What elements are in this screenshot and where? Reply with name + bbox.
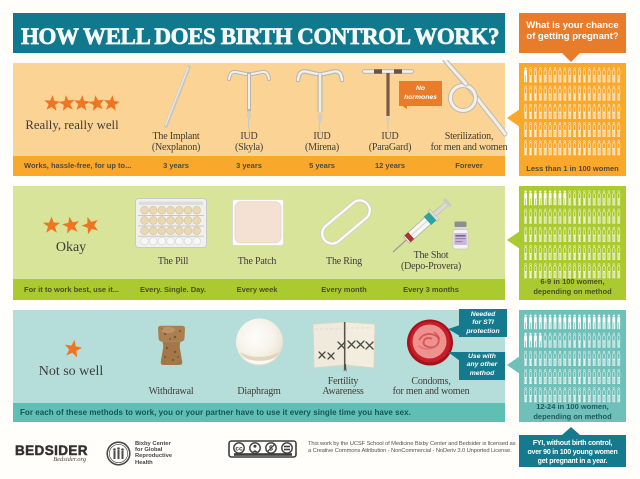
svg-text:cc: cc	[235, 445, 243, 452]
svg-text:$: $	[269, 446, 273, 453]
